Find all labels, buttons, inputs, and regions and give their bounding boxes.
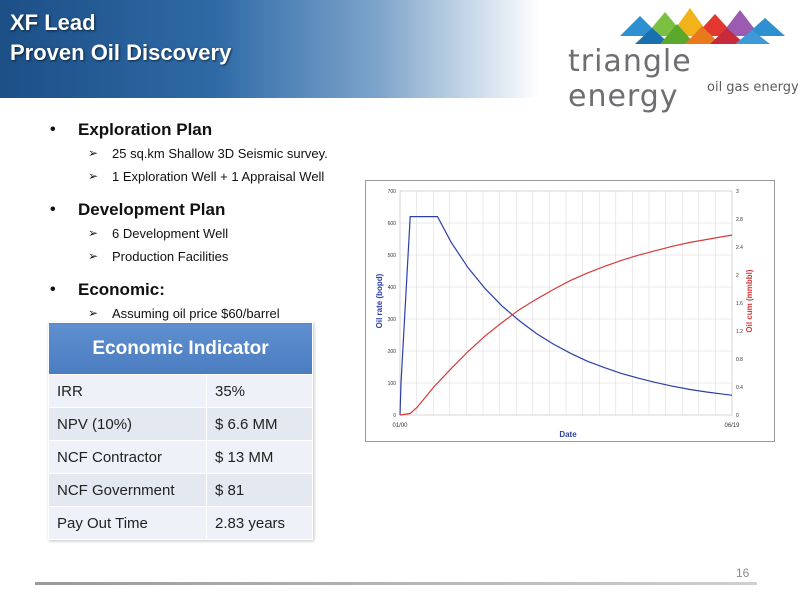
bullet-heading: Economic: (78, 280, 165, 299)
sub-bullet-text: 25 sq.km Shallow 3D Seismic survey. (112, 146, 328, 161)
y2-tick-label: 2 (736, 273, 739, 279)
sub-bullet: ➢ Production Facilities (50, 245, 370, 268)
y2-tick-label: 0.8 (736, 357, 743, 363)
arrow-bullet-icon: ➢ (88, 306, 99, 320)
bullet-dot-icon: • (50, 281, 56, 298)
table-row: NPV (10%) $ 6.6 MM (48, 407, 313, 441)
bullet-heading: Development Plan (78, 200, 226, 219)
sub-bullet: ➢ 6 Development Well (50, 222, 370, 245)
bullet-economic: • Economic: (50, 278, 370, 302)
row-value: $ 13 MM (206, 440, 313, 474)
row-value: $ 6.6 MM (206, 407, 313, 441)
sub-bullet-text: Production Facilities (112, 249, 229, 264)
chart-axes: 0 100 200 300 400 500 600 700 0 0.4 0.8 1.2 1.6 2 2.4 2… (388, 189, 744, 419)
sub-bullet-text: 1 Exploration Well + 1 Appraisal Well (112, 169, 325, 184)
y-tick-label: 0 (393, 413, 396, 419)
sub-bullet: ➢ 25 sq.km Shallow 3D Seismic survey. (50, 142, 370, 165)
row-label: NCF Government (48, 473, 207, 507)
bullet-exploration-plan: • Exploration Plan (50, 118, 370, 142)
logo-wordmark: triangle energy (568, 44, 692, 114)
chart-grid (399, 190, 733, 416)
row-value: $ 81 (206, 473, 313, 507)
table-row: IRR 35% (48, 374, 313, 408)
plan-bullet-list: • Exploration Plan ➢ 25 sq.km Shallow 3D… (50, 118, 370, 325)
y2-tick-label: 0 (736, 413, 739, 419)
sub-bullet: ➢ Assuming oil price $60/barrel (50, 302, 370, 325)
bullet-development-plan: • Development Plan (50, 198, 370, 222)
table-row: Pay Out Time 2.83 years (48, 506, 313, 540)
economic-indicator-table: Economic Indicator IRR 35% NPV (10%) $ 6… (48, 322, 313, 540)
y-tick-label: 100 (388, 381, 397, 387)
table-row: NCF Contractor $ 13 MM (48, 440, 313, 474)
production-chart: 0 100 200 300 400 500 600 700 0 0.4 0.8 1.2 1.6 2 2.4 2… (365, 180, 775, 442)
y-tick-label: 300 (388, 317, 397, 323)
y2-tick-label: 1.6 (736, 301, 743, 307)
arrow-bullet-icon: ➢ (88, 249, 99, 263)
row-value: 2.83 years (206, 506, 313, 540)
y-tick-label: 700 (388, 189, 397, 195)
arrow-bullet-icon: ➢ (88, 226, 99, 240)
table-header: Economic Indicator (48, 322, 313, 375)
row-label: IRR (48, 374, 207, 408)
footer-divider (35, 582, 757, 585)
bullet-heading: Exploration Plan (78, 120, 213, 139)
x-axis-label: Date (559, 430, 577, 439)
y2-axis-label: Oil cum (mmbbl) (745, 269, 754, 332)
y2-tick-label: 3 (736, 189, 739, 195)
row-label: NPV (10%) (48, 407, 207, 441)
bullet-dot-icon: • (50, 201, 56, 218)
y-tick-label: 600 (388, 221, 397, 227)
oil-rate-series-line (399, 216, 733, 416)
table-row: NCF Government $ 81 (48, 473, 313, 507)
page-subtitle: Proven Oil Discovery (10, 40, 232, 65)
y2-tick-label: 0.4 (736, 385, 743, 391)
sub-bullet-text: 6 Development Well (112, 226, 229, 241)
arrow-bullet-icon: ➢ (88, 146, 99, 160)
page-number: 16 (736, 566, 750, 580)
arrow-bullet-icon: ➢ (88, 169, 99, 183)
page-title: XF Lead (10, 10, 96, 35)
triangle-energy-logo (620, 8, 785, 44)
y2-tick-label: 2.8 (736, 217, 743, 223)
x-end-label: 06/19 (724, 423, 740, 429)
y-tick-label: 400 (388, 285, 397, 291)
y-tick-label: 500 (388, 253, 397, 259)
row-label: Pay Out Time (48, 506, 207, 540)
y2-tick-label: 1.2 (736, 329, 743, 335)
bullet-dot-icon: • (50, 121, 56, 138)
y2-tick-label: 2.4 (736, 245, 743, 251)
x-start-label: 01/00 (392, 423, 408, 429)
oil-cum-series-line (399, 234, 733, 416)
production-chart-svg: 0 100 200 300 400 500 600 700 0 0.4 0.8 1.2 1.6 2 2.4 2… (375, 189, 754, 439)
chart-series (399, 216, 733, 416)
row-value: 35% (206, 374, 313, 408)
sub-bullet: ➢ 1 Exploration Well + 1 Appraisal Well (50, 165, 370, 188)
header-banner (0, 0, 540, 98)
sub-bullet-text: Assuming oil price $60/barrel (112, 306, 280, 321)
row-label: NCF Contractor (48, 440, 207, 474)
y-axis-label: Oil rate (bopd) (375, 273, 384, 328)
y-tick-label: 200 (388, 349, 397, 355)
logo-tagline: oil gas energy (707, 80, 799, 95)
